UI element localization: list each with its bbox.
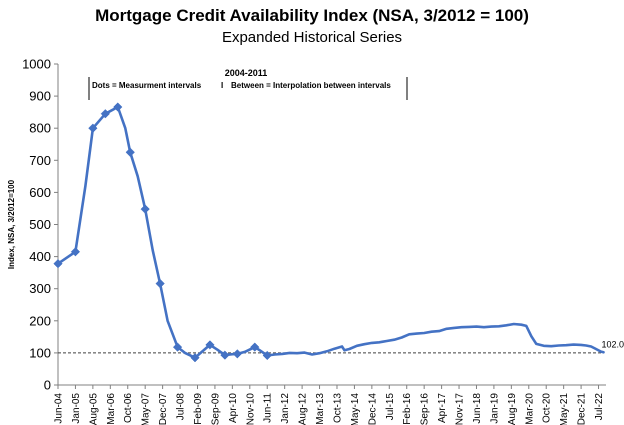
y-tick-label: 1000 (22, 57, 51, 72)
annotation-heading: 2004-2011 (225, 68, 268, 78)
data-point-marker (113, 102, 123, 112)
y-tick-label: 600 (29, 185, 51, 200)
data-point-marker (155, 278, 165, 289)
x-tick-label: May-21 (559, 393, 570, 425)
y-tick-label: 300 (29, 281, 51, 296)
y-tick-label: 500 (29, 217, 51, 232)
data-point-marker (250, 342, 260, 352)
y-tick-label: 800 (29, 121, 51, 136)
x-tick-label: Sep-09 (210, 393, 221, 425)
x-tick-label: Feb-16 (402, 393, 413, 425)
series-line (56, 105, 605, 360)
data-point-marker (262, 350, 272, 361)
x-tick-label: Sep-16 (420, 393, 431, 425)
data-point-marker (205, 340, 215, 350)
data-point-marker (232, 349, 242, 359)
x-tick-label: Nov-10 (245, 393, 256, 425)
x-tick-label: May-14 (350, 393, 361, 425)
annotation-separator: I (221, 81, 223, 90)
x-tick-label: Apr-10 (228, 393, 239, 423)
y-tick-label: 900 (29, 89, 51, 104)
data-point-marker (220, 350, 230, 360)
x-tick-label: Aug-19 (507, 393, 518, 425)
x-tick-label: Mar-13 (315, 393, 326, 425)
x-tick-label: Mar-06 (106, 393, 117, 425)
x-tick-label: Jul-15 (385, 393, 396, 421)
x-tick-label: Oct-20 (542, 393, 553, 423)
data-point-marker (190, 353, 200, 363)
x-tick-label: May-07 (141, 393, 152, 425)
x-tick-label: Jan-12 (280, 393, 291, 424)
annotation-dots-text: Dots = Measurment intervals (92, 81, 202, 90)
x-tick-label: Jan-19 (489, 393, 500, 424)
data-point-marker (88, 123, 98, 133)
annotation-between-text: Between = Interpolation between interval… (231, 81, 391, 90)
x-tick-label: Jun-04 (54, 393, 65, 424)
x-tick-label: Jun-18 (472, 393, 483, 424)
x-tick-label: Jul-08 (176, 393, 187, 421)
data-point-marker (100, 109, 110, 119)
chart-title: Mortgage Credit Availability Index (NSA,… (95, 6, 529, 25)
y-tick-label: 100 (29, 345, 51, 360)
x-tick-label: Jan-05 (71, 393, 82, 424)
x-tick-label: Apr-17 (437, 393, 448, 423)
x-tick-label: Aug-12 (298, 393, 309, 425)
x-tick-label: Nov-17 (455, 393, 466, 425)
chart-subtitle: Expanded Historical Series (221, 29, 403, 46)
data-point-marker (140, 204, 150, 214)
x-tick-label: Oct-13 (332, 393, 343, 423)
y-axis-label: Index, NSA, 3/2012=100 (7, 179, 16, 269)
y-tick-label: 200 (29, 313, 51, 328)
y-tick-label: 700 (29, 153, 51, 168)
x-tick-label: Dec-21 (577, 393, 588, 425)
end-value-label: 102.0 (602, 339, 624, 349)
x-tick-label: Mar-20 (524, 393, 535, 425)
x-tick-label: Feb-09 (193, 393, 204, 425)
x-tick-label: Oct-06 (123, 393, 134, 423)
x-tick-label: Dec-07 (158, 393, 169, 425)
data-point-marker (53, 259, 63, 269)
x-tick-label: Aug-05 (88, 393, 99, 425)
x-tick-label: Dec-14 (367, 393, 378, 425)
x-tick-label: Jul-22 (594, 393, 605, 421)
x-tick-label: Jun-11 (263, 393, 274, 423)
data-point-marker (172, 342, 183, 352)
y-tick-label: 0 (44, 378, 51, 393)
y-tick-label: 400 (29, 249, 51, 264)
data-point-marker (125, 147, 135, 157)
data-point-marker (70, 247, 81, 257)
